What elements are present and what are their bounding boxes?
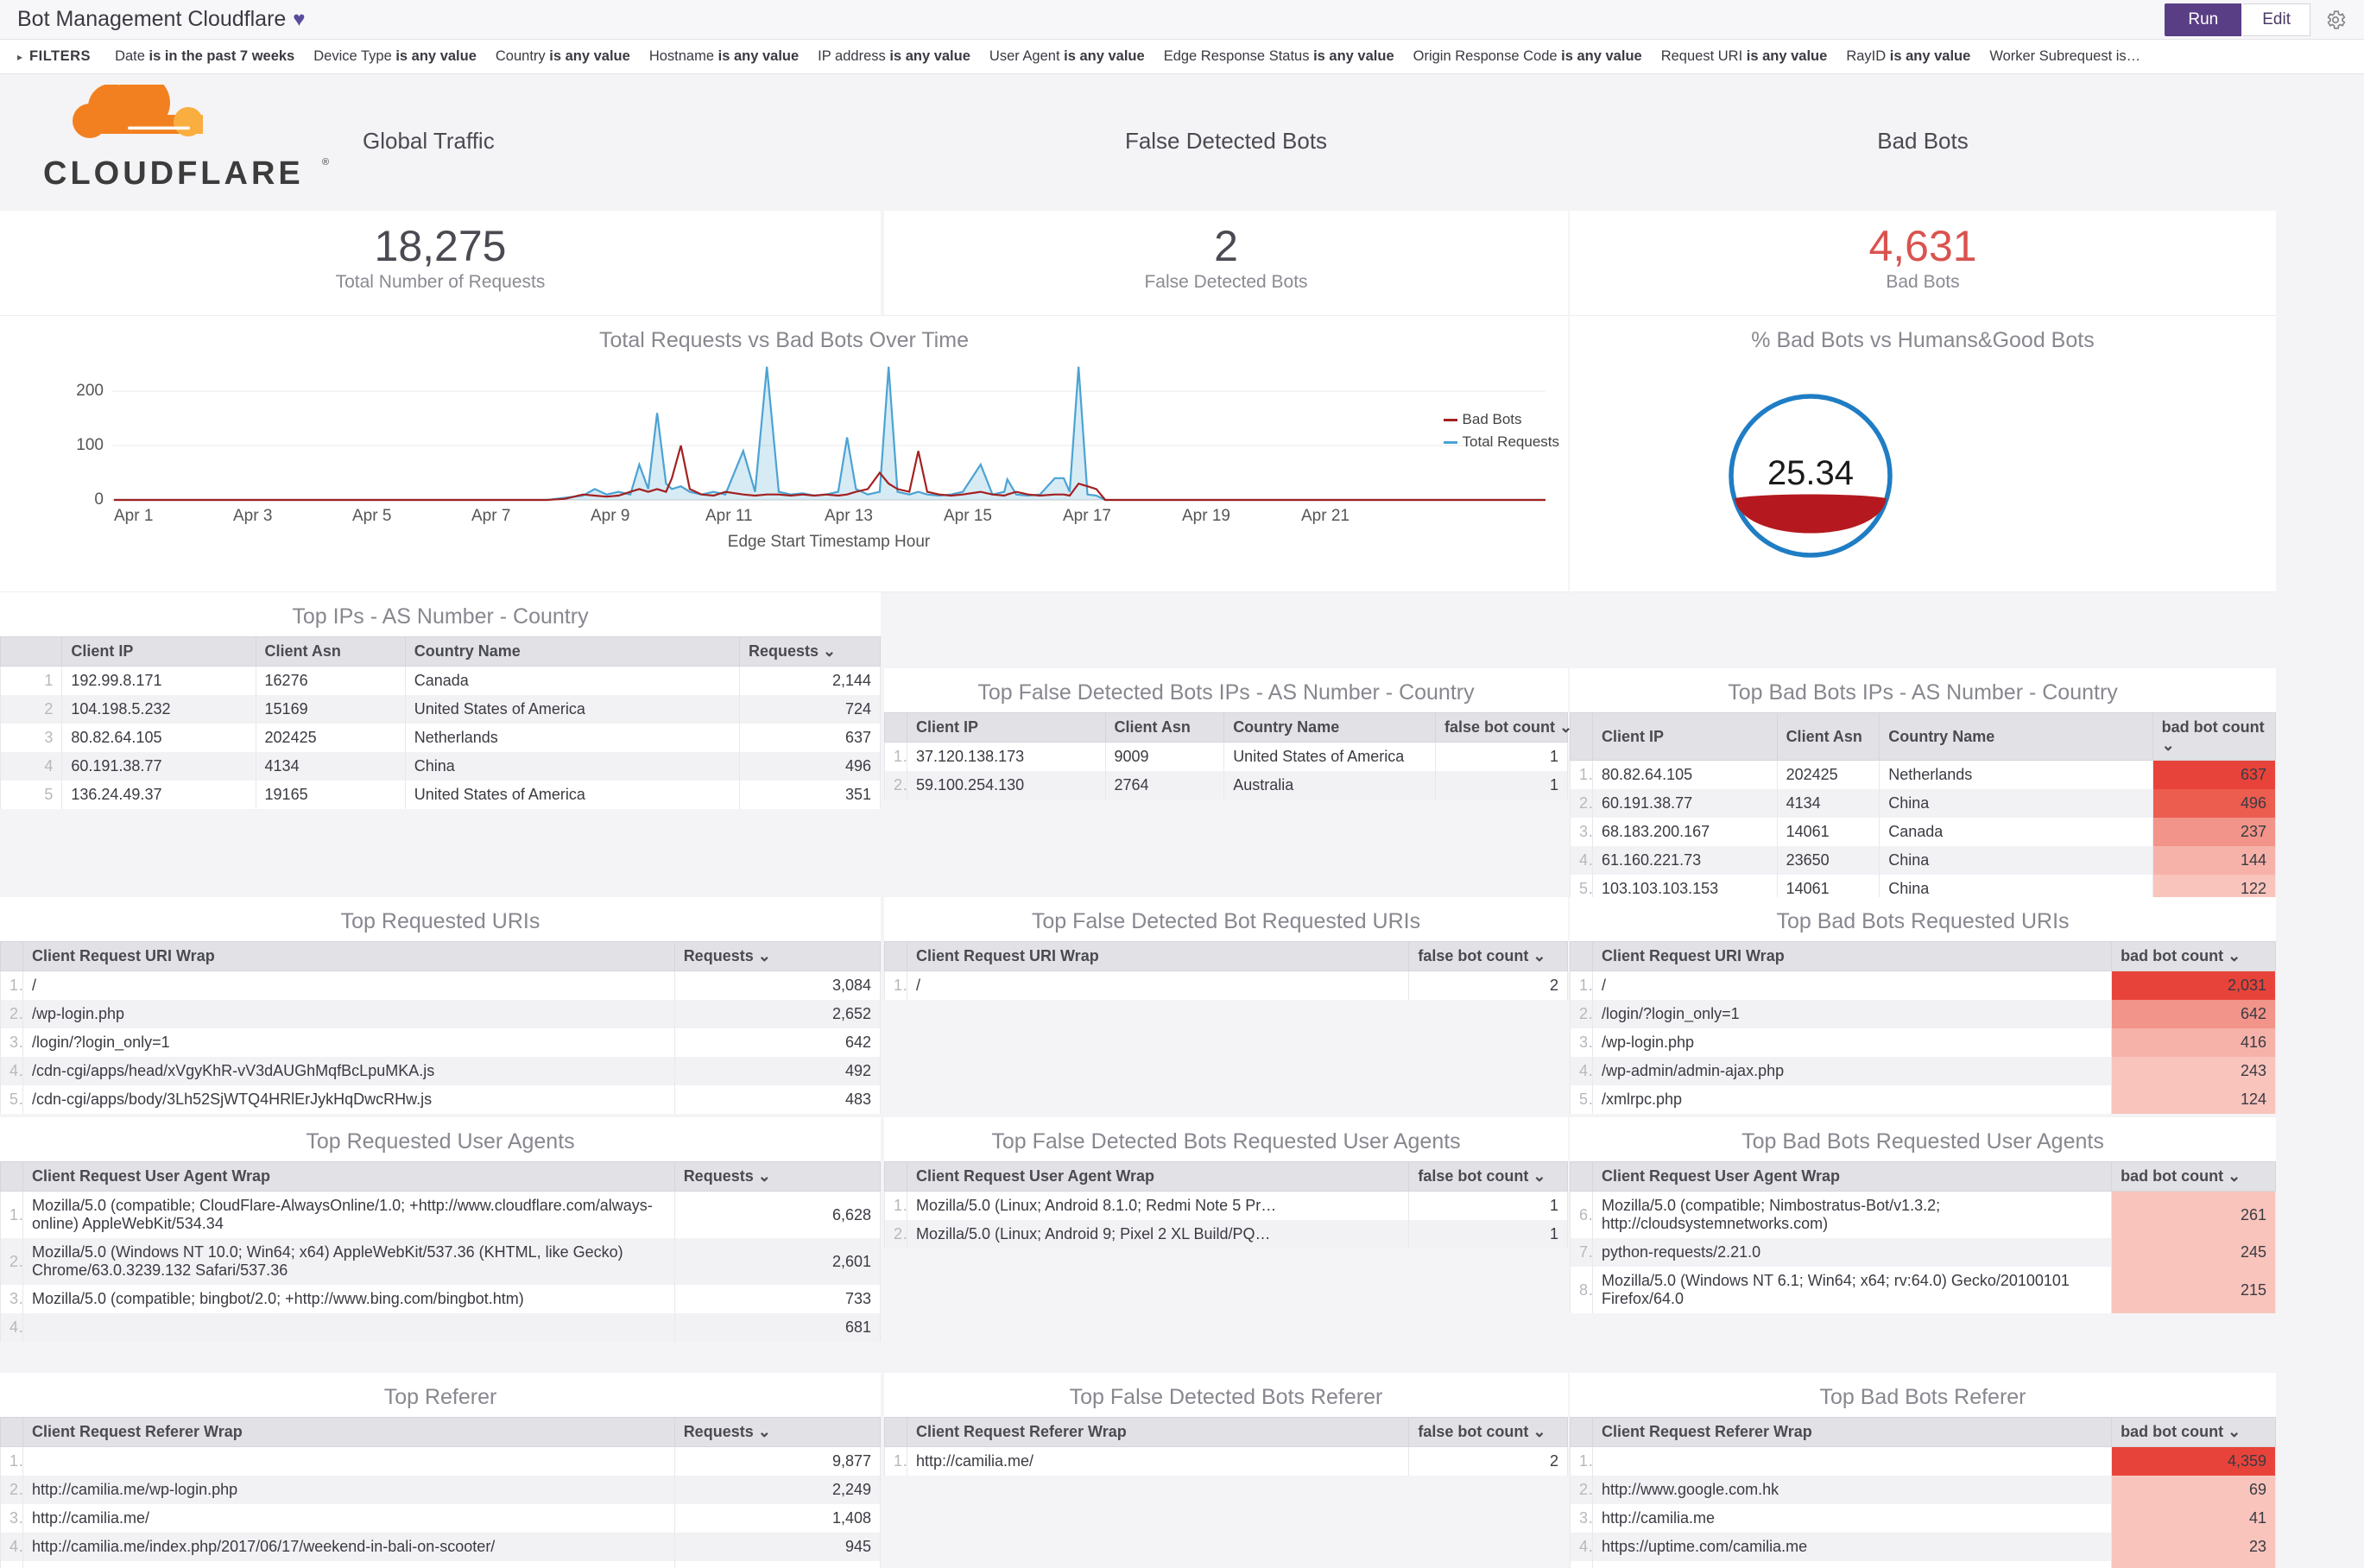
svg-text:200: 200: [76, 382, 104, 400]
svg-text:Apr 11: Apr 11: [705, 507, 753, 525]
svg-text:Apr 5: Apr 5: [352, 507, 391, 525]
svg-text:Apr 15: Apr 15: [944, 507, 992, 525]
svg-text:100: 100: [76, 436, 104, 454]
svg-text:Apr 7: Apr 7: [471, 507, 510, 525]
svg-text:Edge Start Timestamp Hour: Edge Start Timestamp Hour: [728, 533, 931, 551]
svg-text:Apr 17: Apr 17: [1063, 507, 1111, 525]
svg-text:Apr 1: Apr 1: [114, 507, 153, 525]
svg-text:Apr 19: Apr 19: [1182, 507, 1230, 525]
svg-text:®: ®: [322, 157, 329, 168]
svg-text:25.34: 25.34: [1767, 454, 1854, 492]
svg-text:Apr 13: Apr 13: [825, 507, 873, 525]
svg-text:CLOUDFLARE: CLOUDFLARE: [43, 155, 304, 192]
svg-text:Apr 21: Apr 21: [1301, 507, 1350, 525]
svg-text:Apr 3: Apr 3: [233, 507, 272, 525]
svg-text:Apr 9: Apr 9: [591, 507, 629, 525]
svg-text:0: 0: [94, 490, 104, 509]
